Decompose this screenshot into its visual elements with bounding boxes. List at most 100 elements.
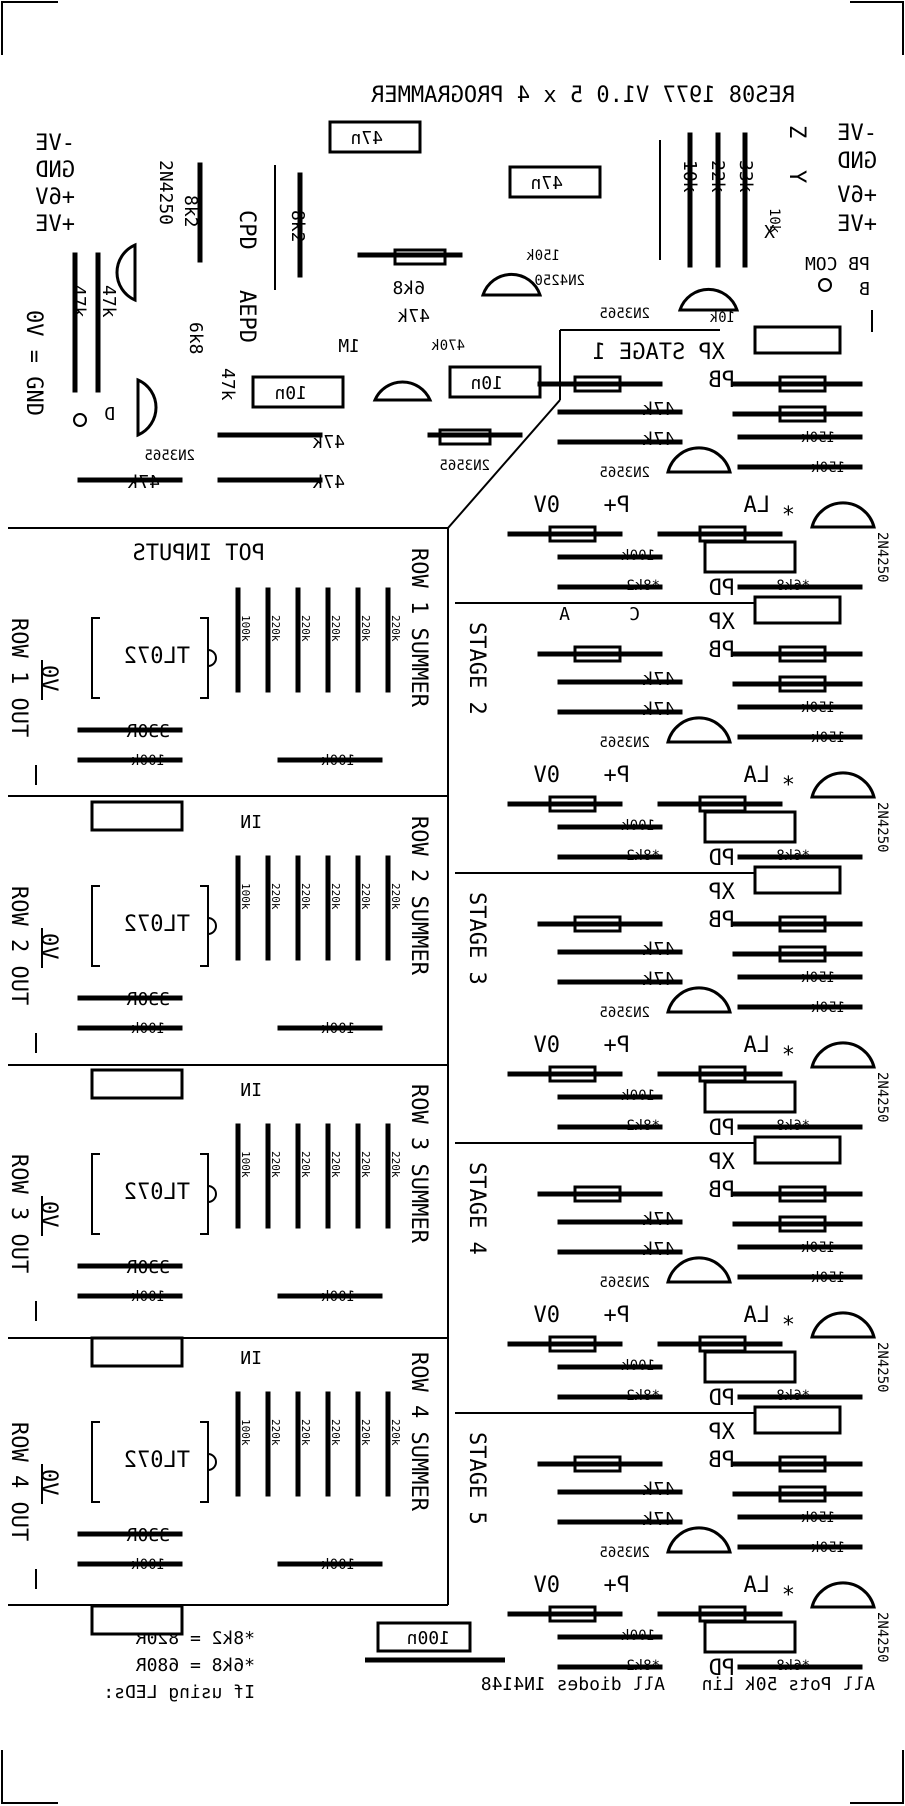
star: * <box>782 1583 795 1608</box>
transistor-label: 2N3565 <box>599 1005 650 1021</box>
transistor <box>666 446 732 474</box>
la-label: LA <box>744 763 771 788</box>
in-label: IN <box>240 1080 262 1101</box>
resistor-label: 100k <box>239 615 252 642</box>
row-out-label: ROW 1 OUT <box>6 618 31 737</box>
row-summer-label: ROW 1 SUMMER <box>406 548 431 708</box>
supply-label: -VE <box>837 121 877 146</box>
la-label: LA <box>744 1573 771 1598</box>
in-label: IN <box>240 812 262 833</box>
row-summer-label: ROW 2 SUMMER <box>406 816 431 976</box>
transistor-label: 2N4250 <box>874 1072 890 1123</box>
star: * <box>782 1043 795 1068</box>
resistor-label: 220k <box>329 883 342 910</box>
resistor-label: 220k <box>299 1151 312 1178</box>
star: * <box>782 503 795 528</box>
xp-label: XP <box>709 880 736 905</box>
zero-label: 0V <box>534 1033 561 1058</box>
ic-label: TL072 <box>124 912 190 937</box>
stages: XP STAGE 1470pFPB47k47k150k150k2N3565LA*… <box>376 325 890 1681</box>
pd-label: PD <box>709 1116 736 1141</box>
capacitor-label: 47n <box>530 173 563 194</box>
stage-4: 470pFPBXP47k47k150k150k2N3565LA*P+0V100k… <box>464 1135 890 1411</box>
terminal-label: D <box>104 404 115 425</box>
capacitor <box>90 1068 184 1100</box>
resistor-label: 220k <box>359 615 372 642</box>
stage-label: STAGE 3 <box>464 892 489 985</box>
resistor-label: 6k8 <box>392 278 425 299</box>
transistor <box>115 242 137 303</box>
top-components: 47n 47n 10n 10n <box>72 120 832 483</box>
resistor-label: 10k <box>709 310 735 326</box>
stage-5: 470pFPBXP47k47k150k150k2N3565LA*P+0V100k… <box>464 1405 890 1681</box>
supply-label: +VE <box>837 212 877 237</box>
capacitor <box>90 1336 184 1368</box>
resistor-label: 47k <box>217 368 238 401</box>
transistor-label: 2N4250 <box>874 1612 890 1663</box>
resistor-label: 220k <box>329 1151 342 1178</box>
capacitor <box>753 325 842 355</box>
transistor <box>810 1041 876 1069</box>
ic-label: TL072 <box>124 1448 190 1473</box>
stage-label: STAGE 2 <box>464 622 489 715</box>
cpd-label: CPD <box>234 210 259 250</box>
resistor-label: 47k <box>98 285 119 318</box>
transistor-label: 2N3565 <box>599 735 650 751</box>
row-summer-label: ROW 3 SUMMER <box>406 1084 431 1244</box>
capacitor <box>753 1135 842 1165</box>
xp-label: XP <box>709 610 736 635</box>
transistor-label: 2N3565 <box>144 448 195 464</box>
row-zero-label: 0V <box>36 933 61 960</box>
zero-label: 0V <box>534 763 561 788</box>
transistor <box>810 1311 876 1339</box>
capacitor <box>703 1350 797 1384</box>
row-out-label: ROW 2 OUT <box>6 886 31 1005</box>
note-diodes: All diodes 1N4148 <box>481 1674 665 1695</box>
resistor-label: 220k <box>269 883 282 910</box>
transistor-label: 2N3565 <box>599 1545 650 1561</box>
capacitor-label: 10n <box>470 373 503 394</box>
transistor <box>480 272 543 297</box>
supply-label: GND <box>837 149 877 174</box>
resistor-label: 220k <box>269 615 282 642</box>
pd-label: PD <box>709 1656 736 1681</box>
note-pots: All Pots 50k Lin <box>702 1674 875 1695</box>
transistor <box>666 1526 732 1554</box>
stage-label: STAGE 5 <box>464 1432 489 1525</box>
zero-label: 0V <box>534 1573 561 1598</box>
resistor-label: 470k <box>431 338 465 354</box>
resistor-label: 150k <box>526 248 560 264</box>
resistor-label: 100k <box>239 1151 252 1178</box>
pplus-label: P+ <box>604 1573 631 1598</box>
pb-label: PB <box>709 368 736 393</box>
capacitor <box>703 810 797 844</box>
la-label: LA <box>744 1033 771 1058</box>
transistor-label: 2N3565 <box>599 306 650 322</box>
resistor-label: 220k <box>359 1151 372 1178</box>
resistor-label: 220k <box>329 615 342 642</box>
capacitor-label: 100n <box>407 1628 450 1649</box>
resistor-label: 220k <box>359 883 372 910</box>
note-led: *6k8 = 680R <box>136 1655 255 1676</box>
capacitor <box>251 375 345 409</box>
section-dividers <box>8 140 873 1663</box>
transistor-label: 2N4250 <box>155 160 176 225</box>
capacitor <box>90 800 184 832</box>
row-summer-label: ROW 4 SUMMER <box>406 1352 431 1512</box>
transistor <box>372 380 433 402</box>
resistor-label: 10k <box>766 208 782 234</box>
resistor-label: 100k <box>239 1419 252 1446</box>
supply-label: +6V <box>837 183 877 208</box>
capacitor <box>753 865 842 895</box>
resistor-label: 47k <box>397 306 430 327</box>
resistor-label: 220k <box>269 1151 282 1178</box>
capacitor <box>703 1080 797 1114</box>
zero-label: 0V <box>534 1303 561 1328</box>
board-title: RES08 1977 V1.0 5 x 4 PROGRAMMER <box>370 83 795 108</box>
pad <box>73 413 87 427</box>
resistor-label: 6k8 <box>185 322 206 355</box>
